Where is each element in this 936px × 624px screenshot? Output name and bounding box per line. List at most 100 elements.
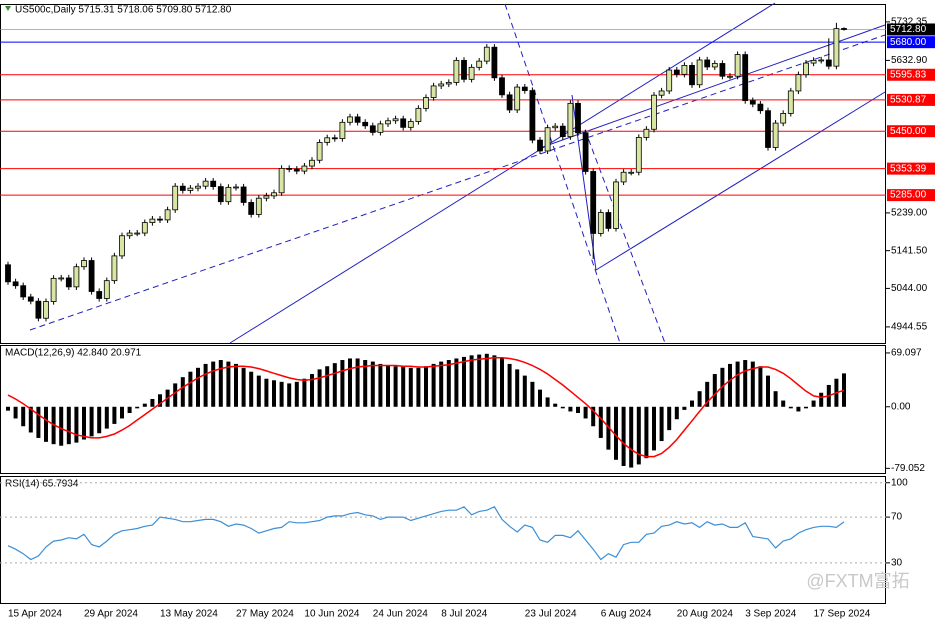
candle-body [681, 64, 688, 75]
x-tick-label: 3 Sep 2024 [745, 609, 797, 620]
candle-body [613, 181, 619, 229]
histogram-bar [750, 361, 755, 407]
histogram-bar [36, 406, 41, 438]
candle-body [734, 54, 741, 77]
candle-body [210, 180, 217, 187]
histogram-bar [416, 367, 421, 407]
candle-body [476, 60, 483, 68]
histogram-bar [690, 400, 694, 407]
candle-body [50, 277, 57, 302]
histogram-bar [667, 406, 672, 431]
candle-body [202, 180, 209, 187]
histogram-bar [788, 406, 793, 409]
histogram-bar [545, 397, 550, 407]
histogram-bar [226, 361, 231, 407]
histogram-bar [279, 381, 284, 407]
candle-body [88, 260, 95, 292]
candle-body [483, 46, 490, 62]
y-tick-label: 5141.50 [891, 245, 928, 256]
histogram-bar [424, 366, 428, 407]
level-label-box [887, 162, 935, 175]
candle-body [164, 209, 171, 221]
histogram-bar [135, 406, 140, 409]
candle-body [552, 125, 559, 129]
histogram-bar [773, 391, 778, 407]
candle-body [506, 94, 513, 111]
candle-body [195, 185, 201, 189]
symbol-icon [5, 6, 11, 11]
histogram-bar [598, 406, 603, 438]
histogram-bar [401, 366, 406, 407]
histogram-bar [728, 363, 732, 407]
histogram-bar [89, 406, 94, 437]
histogram-bar [697, 391, 702, 407]
histogram-bar [796, 406, 801, 412]
level-label-box [887, 68, 935, 81]
histogram-bar [180, 377, 185, 407]
candle-body [331, 137, 338, 140]
candle-body [787, 90, 794, 114]
histogram-bar [583, 406, 588, 419]
x-tick-label: 17 Sep 2024 [814, 609, 871, 620]
histogram-bar [348, 358, 352, 407]
candle-body [742, 54, 749, 102]
y-tick-label: 100 [891, 477, 908, 488]
histogram-bar [591, 406, 596, 427]
histogram-bar [606, 406, 611, 450]
histogram-bar [272, 380, 276, 407]
candle-body [96, 291, 103, 299]
candle-body [58, 277, 65, 280]
candle-body [271, 192, 277, 197]
histogram-bar [13, 406, 18, 419]
candle-body [35, 300, 42, 319]
candle-body [134, 232, 141, 235]
x-tick-label: 24 Jun 2024 [373, 609, 428, 620]
histogram-bar [241, 367, 246, 407]
signal-line [7, 356, 845, 458]
histogram-bar [682, 406, 687, 410]
candle-body [628, 171, 635, 174]
candle-body [43, 301, 49, 319]
candle-body [369, 125, 376, 133]
candle-body [400, 118, 407, 128]
candle-body [149, 218, 156, 223]
candle-body [141, 222, 148, 234]
histogram-bar [340, 360, 345, 407]
candle-body [651, 94, 657, 130]
level-label-box [887, 189, 935, 202]
candle-body [544, 127, 551, 152]
candle-body [673, 69, 680, 75]
candle-body [12, 281, 19, 287]
y-tick-label: 5732.35 [891, 17, 928, 28]
candle-body [499, 77, 505, 96]
candle-body [567, 102, 574, 138]
histogram-bar [469, 355, 474, 407]
histogram-bar [203, 363, 208, 407]
candle-body [643, 128, 650, 138]
candle-body [491, 46, 498, 79]
histogram-bar [743, 360, 748, 407]
candle-body [803, 62, 809, 76]
x-tick-label: 27 May 2024 [236, 609, 294, 620]
histogram-bar [104, 406, 109, 429]
candle-body [187, 187, 194, 191]
level-label: 5285.00 [890, 190, 927, 201]
histogram-bar [127, 406, 132, 414]
histogram-bar [439, 361, 444, 407]
histogram-bar [538, 389, 542, 407]
candle-body [73, 266, 80, 288]
candle-body [347, 116, 353, 123]
histogram-bar [621, 406, 626, 466]
histogram-bar [705, 381, 710, 407]
x-tick-label: 15 Apr 2024 [8, 609, 62, 620]
candle-body [430, 85, 437, 98]
macd-title: MACD(12,26,9) 42.840 20.971 [5, 348, 142, 359]
candle-body [605, 212, 612, 229]
histogram-bar [142, 403, 147, 407]
y-tick-label: 5239.00 [891, 208, 928, 219]
frames [0, 4, 886, 604]
y-tick-label: 30 [891, 558, 903, 569]
x-tick-label: 8 Jul 2024 [441, 609, 488, 620]
histogram-bar [355, 358, 360, 407]
